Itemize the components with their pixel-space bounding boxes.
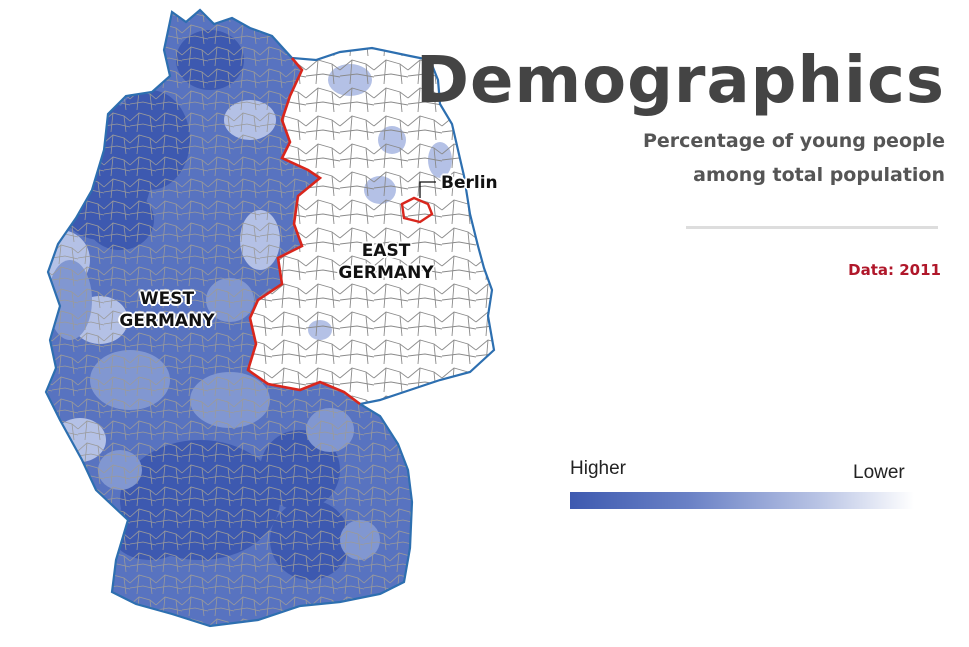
berlin-label: Berlin xyxy=(441,173,498,193)
divider xyxy=(686,226,938,229)
legend-higher-label: Higher xyxy=(570,458,626,479)
west-germany-label: WEST GERMANY xyxy=(102,288,232,332)
west-label-line2: GERMANY xyxy=(119,311,215,331)
inner-german-border xyxy=(246,57,361,406)
subtitle-line1: Percentage of young people xyxy=(642,130,945,152)
country-outline xyxy=(44,8,496,628)
legend-gradient-bar xyxy=(570,492,914,509)
legend-lower-label: Lower xyxy=(853,462,905,483)
subtitle: Percentage of young people among total p… xyxy=(643,124,945,192)
berlin-outline xyxy=(400,196,434,224)
germany-map: WEST GERMANY EAST GERMANY Berlin xyxy=(44,8,498,628)
east-label-line1: EAST xyxy=(361,241,411,261)
germany-map-svg xyxy=(44,8,496,628)
west-label-line1: WEST xyxy=(139,289,195,309)
east-label-line2: GERMANY xyxy=(338,263,434,283)
page-title: Demographics xyxy=(415,44,945,118)
east-germany-label: EAST GERMANY xyxy=(322,240,450,284)
data-year-note: Data: 2011 xyxy=(848,261,941,279)
berlin-leader-line xyxy=(419,181,436,198)
subtitle-line2: among total population xyxy=(693,164,945,186)
